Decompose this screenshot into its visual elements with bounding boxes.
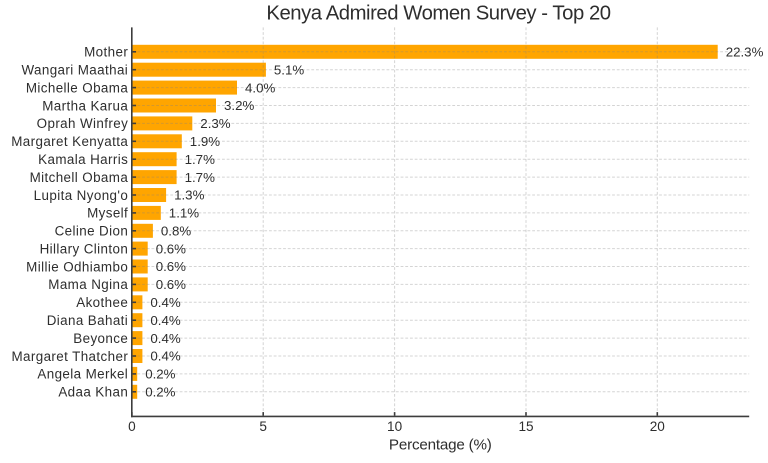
svg-text:Mama Ngina: Mama Ngina bbox=[48, 277, 128, 292]
svg-text:Margaret Thatcher: Margaret Thatcher bbox=[11, 349, 128, 364]
svg-text:Oprah Winfrey: Oprah Winfrey bbox=[37, 116, 129, 131]
svg-text:Diana Bahati: Diana Bahati bbox=[47, 313, 128, 328]
svg-text:10: 10 bbox=[387, 419, 403, 434]
svg-text:0.4%: 0.4% bbox=[150, 349, 180, 364]
svg-text:0.4%: 0.4% bbox=[150, 331, 180, 346]
svg-text:Hillary Clinton: Hillary Clinton bbox=[40, 241, 129, 256]
svg-text:0.6%: 0.6% bbox=[156, 277, 186, 292]
svg-text:4.0%: 4.0% bbox=[245, 80, 275, 95]
svg-text:Mitchell Obama: Mitchell Obama bbox=[30, 170, 129, 185]
svg-text:22.3%: 22.3% bbox=[726, 45, 764, 60]
svg-text:Beyonce: Beyonce bbox=[73, 331, 128, 346]
svg-text:5: 5 bbox=[259, 419, 267, 434]
svg-text:Percentage (%): Percentage (%) bbox=[389, 436, 492, 453]
svg-text:0.4%: 0.4% bbox=[150, 313, 180, 328]
svg-text:0.6%: 0.6% bbox=[156, 259, 186, 274]
svg-text:Lupita Nyong'o: Lupita Nyong'o bbox=[34, 188, 129, 203]
svg-text:20: 20 bbox=[650, 419, 666, 434]
svg-text:1.1%: 1.1% bbox=[169, 206, 199, 221]
svg-text:0.2%: 0.2% bbox=[145, 367, 175, 382]
svg-text:0: 0 bbox=[128, 419, 136, 434]
svg-text:Kamala Harris: Kamala Harris bbox=[38, 152, 128, 167]
svg-text:0.4%: 0.4% bbox=[150, 295, 180, 310]
svg-text:1.7%: 1.7% bbox=[185, 170, 215, 185]
svg-text:Wangari Maathai: Wangari Maathai bbox=[21, 63, 128, 78]
svg-text:0.8%: 0.8% bbox=[161, 223, 191, 238]
svg-text:Martha Karua: Martha Karua bbox=[42, 98, 128, 113]
svg-text:Myself: Myself bbox=[87, 206, 128, 221]
svg-text:Millie Odhiambo: Millie Odhiambo bbox=[26, 259, 128, 274]
svg-text:Michelle Obama: Michelle Obama bbox=[26, 80, 129, 95]
svg-text:Kenya Admired Women Survey - T: Kenya Admired Women Survey - Top 20 bbox=[266, 3, 610, 25]
svg-text:Margaret Kenyatta: Margaret Kenyatta bbox=[11, 134, 128, 149]
svg-text:5.1%: 5.1% bbox=[274, 62, 304, 77]
svg-text:Akothee: Akothee bbox=[76, 295, 128, 310]
svg-text:0.2%: 0.2% bbox=[145, 385, 175, 400]
svg-text:Celine Dion: Celine Dion bbox=[55, 224, 129, 239]
svg-text:Adaa Khan: Adaa Khan bbox=[58, 385, 128, 400]
svg-text:Angela Merkel: Angela Merkel bbox=[37, 367, 128, 382]
svg-text:15: 15 bbox=[518, 419, 533, 434]
svg-text:1.3%: 1.3% bbox=[174, 188, 204, 203]
svg-text:3.2%: 3.2% bbox=[224, 98, 254, 113]
svg-text:Mother: Mother bbox=[84, 45, 128, 60]
svg-text:2.3%: 2.3% bbox=[200, 116, 230, 131]
svg-text:0.6%: 0.6% bbox=[156, 241, 186, 256]
svg-text:1.7%: 1.7% bbox=[185, 152, 215, 167]
svg-text:1.9%: 1.9% bbox=[190, 134, 220, 149]
